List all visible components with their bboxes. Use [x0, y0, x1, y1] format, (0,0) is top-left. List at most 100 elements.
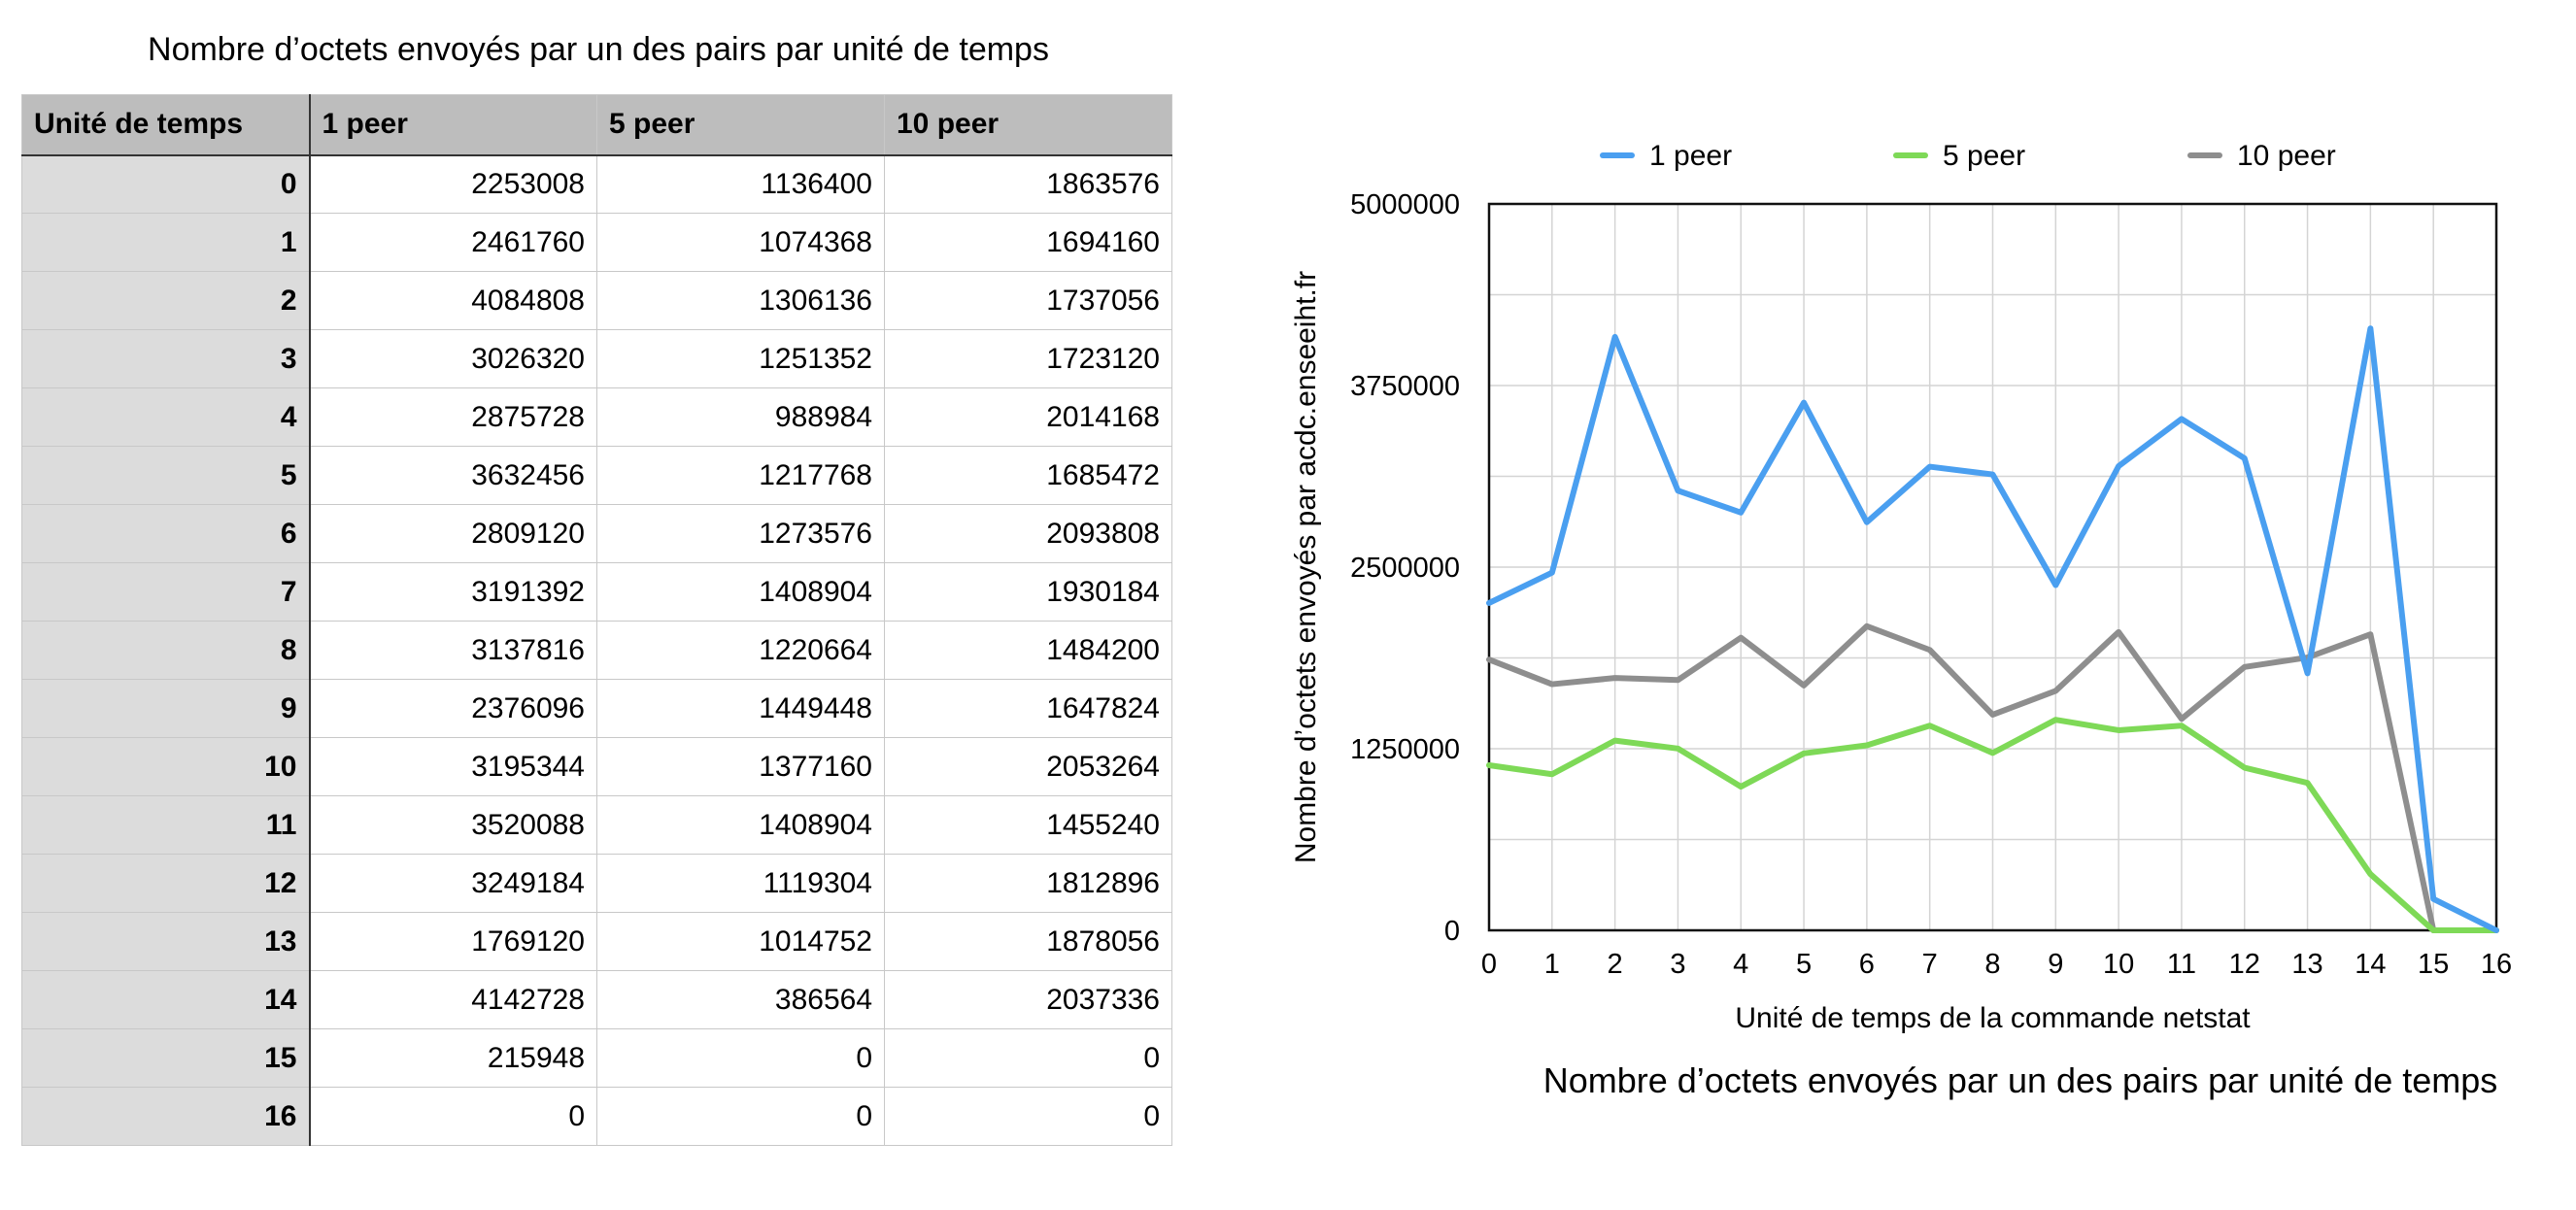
column-header: 5 peer [596, 94, 885, 156]
row-header-cell: 16 [21, 1087, 311, 1146]
table-row: 16 0 0 0 [21, 1087, 1172, 1146]
table-row: 2 4084808 1306136 1737056 [21, 271, 1172, 330]
row-header-cell: 12 [21, 854, 311, 913]
table-cell: 2461760 [309, 213, 597, 272]
row-header-cell: 5 [21, 446, 311, 505]
table-cell: 0 [596, 1028, 885, 1088]
x-tick-label: 15 [2418, 949, 2449, 980]
legend-label: 1 peer [1649, 140, 1732, 172]
x-tick-label: 0 [1481, 949, 1497, 980]
table-cell: 2053264 [884, 737, 1172, 796]
table-row: 8 3137816 1220664 1484200 [21, 621, 1172, 680]
table-cell: 3520088 [309, 795, 597, 855]
row-header-cell: 15 [21, 1028, 311, 1088]
x-tick-label: 7 [1922, 949, 1938, 980]
y-tick-label: 5000000 [1350, 189, 1460, 220]
table-cell: 1220664 [596, 621, 885, 680]
y-tick-label: 1250000 [1350, 734, 1460, 765]
x-tick-label: 3 [1670, 949, 1685, 980]
column-header: Unité de temps [21, 94, 311, 156]
x-tick-label: 11 [2167, 949, 2196, 980]
table-cell: 2014168 [884, 387, 1172, 447]
table-row: 7 3191392 1408904 1930184 [21, 562, 1172, 622]
table-cell: 2037336 [884, 970, 1172, 1029]
table-cell: 1217768 [596, 446, 885, 505]
series-line-5-peer [1486, 717, 2499, 933]
table-row: 14 4142728 386564 2037336 [21, 970, 1172, 1029]
table-cell: 1694160 [884, 213, 1172, 272]
table-cell: 3137816 [309, 621, 597, 680]
y-tick-label: 0 [1444, 916, 1460, 947]
legend-label: 5 peer [1943, 140, 2025, 172]
x-axis-label: Unité de temps de la commande netstat [1735, 1002, 2251, 1034]
table-cell: 1273576 [596, 504, 885, 563]
row-header-cell: 0 [21, 154, 311, 214]
table-cell: 2809120 [309, 504, 597, 563]
table-cell: 3632456 [309, 446, 597, 505]
table-header-row: Unité de temps 1 peer 5 peer 10 peer [21, 94, 1172, 156]
table-cell: 3191392 [309, 562, 597, 622]
table-row: 5 3632456 1217768 1685472 [21, 446, 1172, 505]
table-cell: 2253008 [309, 154, 597, 214]
table-cell: 1455240 [884, 795, 1172, 855]
y-axis-label: Nombre d’octets envoyés par acdc.enseeih… [1290, 271, 1322, 863]
chart-title: Nombre d’octets envoyés par un des pairs… [1542, 1060, 2498, 1100]
x-tick-label: 16 [2481, 949, 2512, 980]
table-cell: 1408904 [596, 562, 885, 622]
x-tick-label: 4 [1733, 949, 1748, 980]
plot-area-frame [1487, 202, 2498, 932]
table-row: 6 2809120 1273576 2093808 [21, 504, 1172, 563]
table-cell: 1723120 [884, 329, 1172, 388]
x-tick-label: 14 [2355, 949, 2386, 980]
y-tick-label: 3750000 [1350, 371, 1460, 402]
table-cell: 4084808 [309, 271, 597, 330]
table-row: 9 2376096 1449448 1647824 [21, 679, 1172, 738]
x-tick-label: 10 [2103, 949, 2134, 980]
table-cell: 1377160 [596, 737, 885, 796]
x-tick-label: 9 [2048, 949, 2063, 980]
table-row: 0 2253008 1136400 1863576 [21, 154, 1172, 214]
table-row: 13 1769120 1014752 1878056 [21, 912, 1172, 971]
table-cell: 1014752 [596, 912, 885, 971]
column-header: 1 peer [309, 94, 597, 156]
row-header-cell: 3 [21, 329, 311, 388]
row-header-cell: 4 [21, 387, 311, 447]
table-cell: 2093808 [884, 504, 1172, 563]
table-cell: 1930184 [884, 562, 1172, 622]
table-cell: 1119304 [596, 854, 885, 913]
x-tick-label: 12 [2229, 949, 2260, 980]
table-cell: 0 [596, 1087, 885, 1146]
table-row: 1 2461760 1074368 1694160 [21, 213, 1172, 272]
x-tick-label: 8 [1984, 949, 2000, 980]
row-header-cell: 14 [21, 970, 311, 1029]
table-cell: 386564 [596, 970, 885, 1029]
x-tick-label: 6 [1859, 949, 1875, 980]
table-cell: 1737056 [884, 271, 1172, 330]
row-header-cell: 2 [21, 271, 311, 330]
row-header-cell: 7 [21, 562, 311, 622]
table-cell: 1878056 [884, 912, 1172, 971]
table-cell: 3249184 [309, 854, 597, 913]
table-title: Nombre d’octets envoyés par un des pairs… [148, 31, 1049, 68]
row-header-cell: 9 [21, 679, 311, 738]
x-tick-label: 2 [1608, 949, 1623, 980]
table-cell: 0 [884, 1087, 1172, 1146]
table-row: 15 215948 0 0 [21, 1028, 1172, 1088]
row-header-cell: 13 [21, 912, 311, 971]
table-cell: 1685472 [884, 446, 1172, 505]
table-cell: 1647824 [884, 679, 1172, 738]
y-tick-label: 2500000 [1350, 553, 1460, 584]
row-header-cell: 11 [21, 795, 311, 855]
table-cell: 2376096 [309, 679, 597, 738]
column-header: 10 peer [884, 94, 1172, 156]
table-cell: 0 [309, 1087, 597, 1146]
data-table: Unité de temps 1 peer 5 peer 10 peer 0 22… [21, 94, 1172, 1146]
series-line-1-peer [1486, 325, 2499, 933]
table-cell: 1484200 [884, 621, 1172, 680]
table-row: 11 3520088 1408904 1455240 [21, 795, 1172, 855]
x-tick-label: 5 [1796, 949, 1812, 980]
table-cell: 1449448 [596, 679, 885, 738]
table-cell: 1863576 [884, 154, 1172, 214]
table-row: 12 3249184 1119304 1812896 [21, 854, 1172, 913]
